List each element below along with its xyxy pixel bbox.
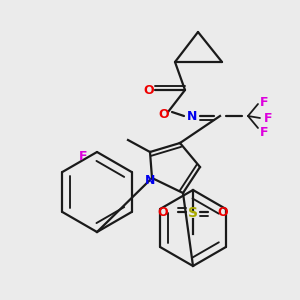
Text: S: S [188, 206, 198, 220]
Text: O: O [218, 206, 228, 218]
Text: O: O [144, 83, 154, 97]
Text: F: F [264, 112, 272, 124]
Text: F: F [260, 125, 268, 139]
Text: O: O [159, 107, 169, 121]
Text: F: F [79, 149, 87, 163]
Text: N: N [187, 110, 197, 122]
Text: O: O [158, 206, 168, 218]
Text: N: N [145, 173, 155, 187]
Text: F: F [260, 95, 268, 109]
